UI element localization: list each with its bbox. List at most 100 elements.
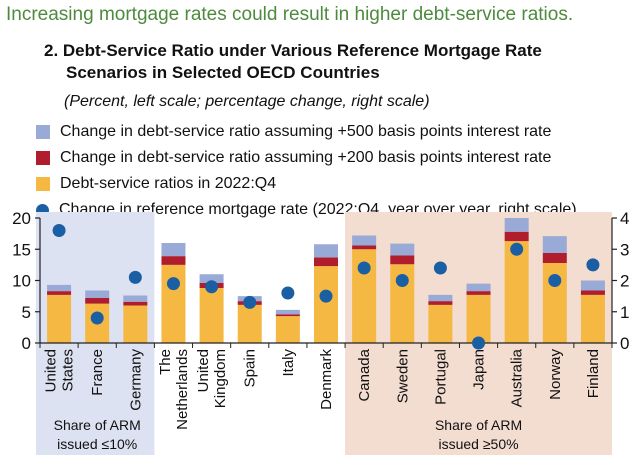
bar-base-6 <box>275 316 300 343</box>
bar-plus200-2 <box>123 301 148 306</box>
dot-mortgage-rate-7 <box>319 289 333 303</box>
bar-plus200-8 <box>352 245 377 250</box>
category-label-3: TheNetherlands <box>157 349 191 430</box>
y-tick-label-left-5: 5 <box>22 303 31 322</box>
bar-base-3 <box>161 264 186 343</box>
category-label-8-line-0: Canada <box>356 348 373 401</box>
dot-mortgage-rate-9 <box>395 274 409 287</box>
chart-title: 2. Debt-Service Ratio under Various Refe… <box>44 40 604 84</box>
group-label-2-line-2: issued ≥50% <box>439 436 519 452</box>
dot-mortgage-rate-1 <box>90 311 104 325</box>
dot-mortgage-rate-8 <box>357 261 371 275</box>
dot-mortgage-rate-3 <box>166 277 180 291</box>
bar-plus200-10 <box>428 301 453 305</box>
legend-label-plus200: Change in debt-service ratio assuming +2… <box>60 149 552 166</box>
bar-plus500-2 <box>123 295 148 302</box>
category-label-4-line-0: United <box>195 349 212 392</box>
bar-base-5 <box>237 304 262 343</box>
dot-mortgage-rate-6 <box>281 286 295 300</box>
legend-item-plus500: Change in debt-service ratio assuming +5… <box>36 119 577 145</box>
category-label-12-line-0: Australia <box>509 348 526 407</box>
chart-title-line-1: 2. Debt-Service Ratio under Various Refe… <box>44 41 542 60</box>
bar-plus200-7 <box>314 257 338 267</box>
legend: Change in debt-service ratio assuming +5… <box>36 119 577 223</box>
bar-plus500-6 <box>275 309 300 315</box>
bar-plus500-11 <box>466 283 491 292</box>
legend-swatch-base <box>36 177 50 191</box>
dot-mortgage-rate-13 <box>548 274 562 287</box>
category-label-6: Italy <box>280 349 297 377</box>
category-label-1-line-0: France <box>89 349 106 396</box>
category-label-7: Denmark <box>318 349 335 410</box>
bar-base-4 <box>199 288 224 343</box>
category-label-14: Finland <box>585 349 602 398</box>
bar-plus500-12 <box>504 218 529 232</box>
category-label-4: UnitedKingdom <box>195 349 229 408</box>
y-tick-label-right-4: 4 <box>620 209 629 228</box>
bar-plus500-10 <box>428 294 453 302</box>
category-label-5-line-0: Spain <box>242 349 259 387</box>
category-label-8: Canada <box>356 348 373 401</box>
bar-plus500-3 <box>161 243 186 257</box>
bar-plus200-6 <box>275 314 300 317</box>
category-label-11: Japan <box>471 349 488 390</box>
category-label-13: Norway <box>547 349 564 400</box>
y-tick-label-right-2: 2 <box>620 272 629 291</box>
bar-base-2 <box>123 305 148 343</box>
bar-plus200-3 <box>161 256 186 265</box>
legend-swatch-plus500 <box>36 125 50 139</box>
category-label-10: Portugal <box>432 349 449 405</box>
category-label-6-line-0: Italy <box>280 349 297 377</box>
chart-subtitle: (Percent, left scale; percentage change,… <box>64 93 430 110</box>
dot-mortgage-rate-4 <box>205 280 219 294</box>
bar-plus500-8 <box>352 235 377 246</box>
y-tick-label-left-0: 0 <box>22 334 31 353</box>
bar-plus200-13 <box>542 253 567 263</box>
category-label-5: Spain <box>242 349 259 387</box>
category-label-0-line-1: States <box>60 349 77 392</box>
legend-label-plus500: Change in debt-service ratio assuming +5… <box>60 123 552 140</box>
y-tick-label-right-3: 3 <box>620 240 629 259</box>
category-label-11-line-0: Japan <box>471 349 488 390</box>
bar-base-14 <box>580 294 605 343</box>
bar-plus200-14 <box>580 290 605 295</box>
bar-plus200-12 <box>504 231 529 242</box>
category-label-3-line-0: The <box>157 349 174 375</box>
bar-base-7 <box>314 266 338 343</box>
bar-plus500-14 <box>580 280 605 291</box>
dot-mortgage-rate-14 <box>586 258 600 272</box>
group-label-1-line-1: Share of ARM <box>54 417 141 433</box>
bar-base-11 <box>466 294 491 343</box>
category-label-10-line-0: Portugal <box>432 349 449 405</box>
y-tick-label-left-20: 20 <box>12 209 31 228</box>
group-label-2-line-1: Share of ARM <box>435 417 522 433</box>
bar-base-0 <box>47 294 72 343</box>
group-label-1-line-2: issued ≤10% <box>57 436 137 452</box>
bar-plus500-1 <box>85 290 110 298</box>
category-label-9-line-0: Sweden <box>394 349 411 403</box>
bar-plus200-11 <box>466 291 491 295</box>
category-label-9: Sweden <box>394 349 411 403</box>
headline: Increasing mortgage rates could result i… <box>6 4 574 25</box>
dot-mortgage-rate-0 <box>52 224 66 237</box>
category-label-7-line-0: Denmark <box>318 349 335 410</box>
legend-item-plus200: Change in debt-service ratio assuming +2… <box>36 145 577 171</box>
y-tick-label-right-1: 1 <box>620 303 629 322</box>
category-label-12: Australia <box>509 348 526 407</box>
legend-item-base: Debt-service ratios in 2022:Q4 <box>36 171 577 197</box>
legend-label-base: Debt-service ratios in 2022:Q4 <box>60 175 277 192</box>
category-label-0-line-0: United <box>43 349 60 392</box>
bar-base-10 <box>428 304 453 343</box>
chart-title-line-2: Scenarios in Selected OECD Countries <box>66 63 380 82</box>
dot-mortgage-rate-11 <box>472 336 486 350</box>
bar-plus500-7 <box>314 244 338 258</box>
bar-plus200-0 <box>47 291 72 295</box>
category-label-1: France <box>89 349 106 396</box>
category-label-2-line-0: Germany <box>127 349 144 411</box>
bar-plus500-13 <box>542 236 567 253</box>
category-label-2: Germany <box>127 349 144 411</box>
bar-base-12 <box>504 241 529 343</box>
dot-mortgage-rate-2 <box>128 270 142 284</box>
y-tick-label-left-10: 10 <box>12 272 31 291</box>
